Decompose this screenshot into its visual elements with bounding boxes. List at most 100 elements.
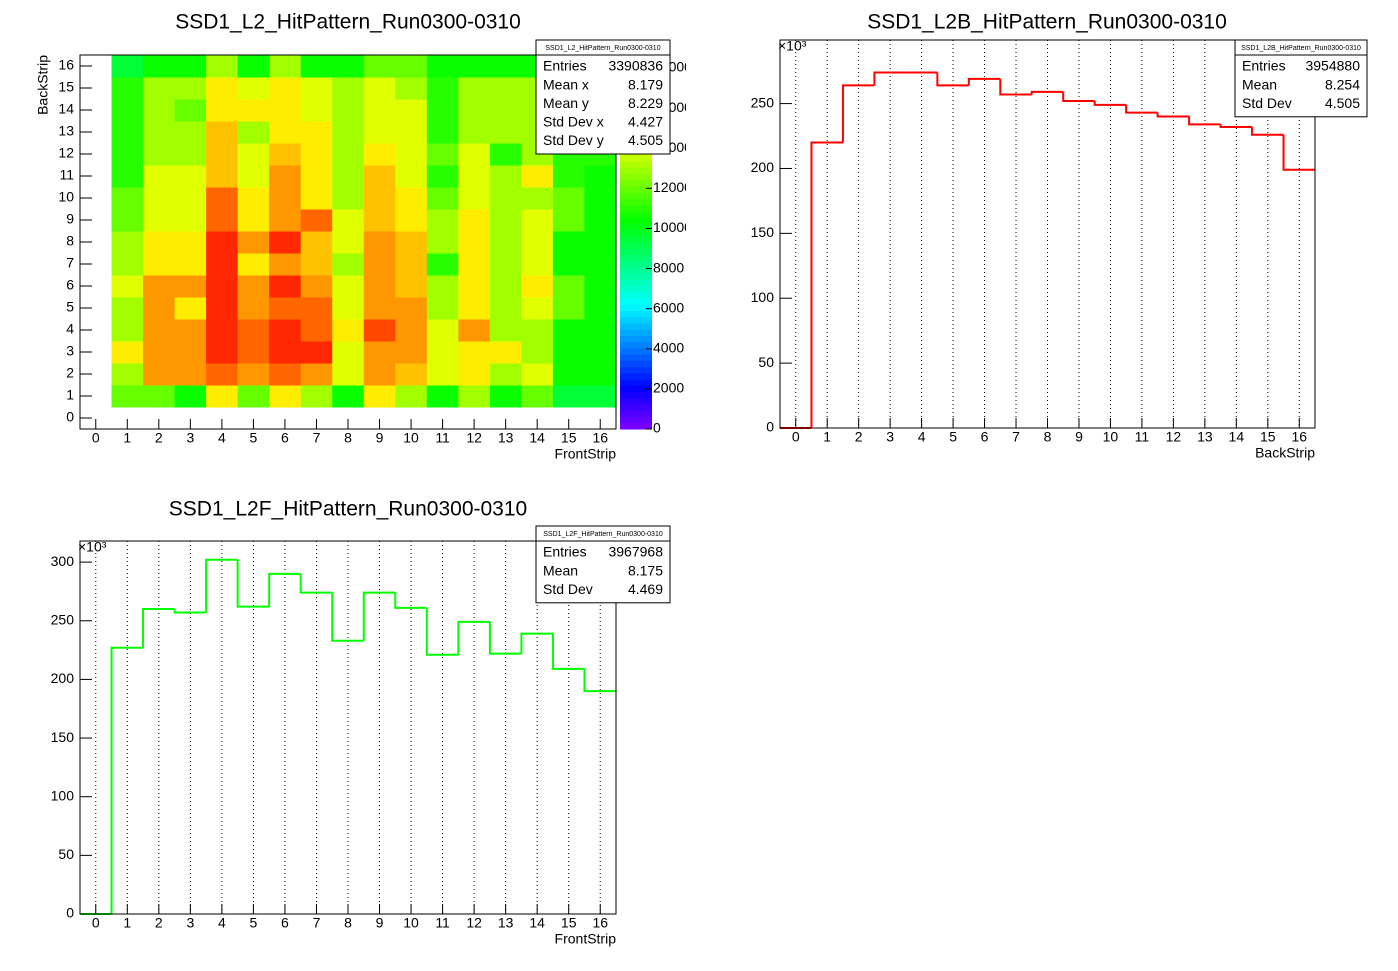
heat-cell xyxy=(111,165,144,188)
hist-step xyxy=(488,621,522,655)
z-tick-label: 6000 xyxy=(653,299,684,315)
y-tick-label: 11 xyxy=(59,167,74,183)
heat-cell xyxy=(111,385,144,408)
heat-cell xyxy=(395,187,428,210)
heat-cell xyxy=(237,231,270,254)
hist-step xyxy=(331,592,364,642)
heat-cell xyxy=(300,143,333,166)
hist-step xyxy=(583,668,616,693)
stats-value: 8.254 xyxy=(1325,76,1360,92)
heat-cell xyxy=(458,253,491,276)
heat-cell xyxy=(332,143,365,166)
heat-cell xyxy=(426,231,459,254)
heat-cell xyxy=(521,275,554,298)
heat-cell xyxy=(269,187,302,210)
heat-cell xyxy=(363,99,396,122)
heat-cell xyxy=(143,231,176,254)
palette-band xyxy=(620,422,652,430)
heat-cell xyxy=(521,385,554,408)
y-tick-label: 150 xyxy=(751,224,775,240)
x-tick-label: 9 xyxy=(1075,429,1083,445)
heat-cell xyxy=(395,99,428,122)
x-tick-label: 15 xyxy=(1260,429,1276,445)
heat-cell xyxy=(489,253,522,276)
x-tick-label: 12 xyxy=(466,430,482,446)
heat-cell xyxy=(426,319,459,342)
heat-cell xyxy=(206,165,239,188)
heat-cell xyxy=(395,275,428,298)
heat-cell xyxy=(489,297,522,320)
hist-step xyxy=(1093,100,1127,106)
y-tick-label: 12 xyxy=(58,145,74,161)
heat-cell xyxy=(237,99,270,122)
heat-cell xyxy=(300,275,333,298)
x-tick-label: 3 xyxy=(186,915,194,931)
x-tick-label: 7 xyxy=(1012,429,1020,445)
heat-cell xyxy=(426,297,459,320)
heat-cell xyxy=(426,187,459,210)
hist-step xyxy=(268,572,301,607)
stats-label: Mean y xyxy=(543,95,589,111)
heat-cell xyxy=(426,143,459,166)
palette-band xyxy=(620,323,652,330)
x-tick-label: 8 xyxy=(1044,429,1052,445)
heat-cell xyxy=(332,187,365,210)
stats-label: Std Dev x xyxy=(543,114,604,130)
heat-cell xyxy=(174,253,207,276)
palette-band xyxy=(620,167,652,174)
heat-cell xyxy=(300,55,333,78)
x-tick-label: 10 xyxy=(1103,429,1119,445)
heat-cell xyxy=(521,209,554,232)
stats-label: Mean xyxy=(543,562,578,578)
heat-cell xyxy=(269,165,302,188)
palette-band xyxy=(620,410,652,418)
heat-cell xyxy=(143,253,176,276)
stats-value: 4.505 xyxy=(1325,95,1360,111)
heat-cell xyxy=(269,297,302,320)
palette-band xyxy=(620,235,652,243)
palette-band xyxy=(620,335,652,343)
heat-cell xyxy=(584,253,617,276)
z-tick-label: 4000 xyxy=(653,339,684,355)
x-tick-label: 16 xyxy=(592,430,608,446)
heat-cell xyxy=(363,341,396,364)
z-tick-label: 8000 xyxy=(653,259,684,275)
heat-cell xyxy=(111,363,144,386)
heat-cell xyxy=(332,99,365,122)
z-tick-label: 12000 xyxy=(653,179,692,195)
y-tick-label: 100 xyxy=(51,787,75,803)
heat-cell xyxy=(237,187,270,210)
heat-cell xyxy=(143,99,176,122)
palette-band xyxy=(620,279,652,287)
x-tick-label: 13 xyxy=(498,915,514,931)
heat-cell xyxy=(363,121,396,144)
x-tick-label: 11 xyxy=(435,430,450,446)
heat-cell xyxy=(332,275,365,298)
palette-band xyxy=(620,173,652,181)
heat-cell xyxy=(206,319,239,342)
palette-band xyxy=(620,198,652,206)
heat-cell xyxy=(395,385,428,408)
palette-band xyxy=(620,391,652,399)
x-tick-label: 6 xyxy=(281,915,289,931)
heat-cell xyxy=(426,121,459,144)
heat-cell xyxy=(143,121,176,144)
hist-step xyxy=(110,646,144,914)
y-tick-label: 1 xyxy=(66,387,74,403)
palette-band xyxy=(620,217,652,224)
heat-cell xyxy=(426,385,459,408)
x-tick-label: 3 xyxy=(186,430,194,446)
heat-cell xyxy=(395,143,428,166)
stats-value: 3390836 xyxy=(608,58,663,74)
hist-step xyxy=(362,591,396,641)
hist-step xyxy=(1219,124,1253,128)
heat-cell xyxy=(206,275,239,298)
heat-cell xyxy=(174,165,207,188)
hist-step xyxy=(1125,104,1158,114)
heat-cell xyxy=(458,55,491,78)
heat-cell xyxy=(332,121,365,144)
x-tick-label: 5 xyxy=(949,429,957,445)
x-tick-label: 1 xyxy=(823,429,831,445)
heat-cell xyxy=(206,231,239,254)
heat-cell xyxy=(174,209,207,232)
